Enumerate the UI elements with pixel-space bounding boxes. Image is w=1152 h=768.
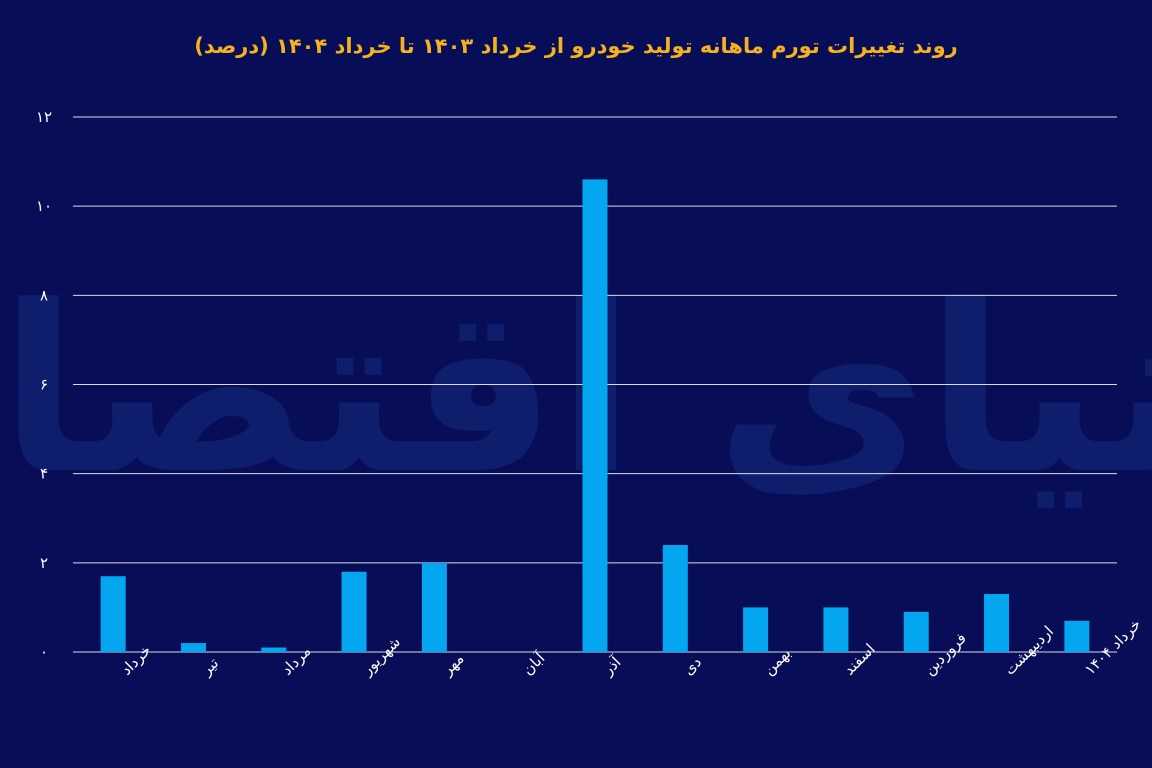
watermark-layer: دنیای اقتصاد (0, 258, 1152, 525)
y-tick-label: ۲ (40, 554, 48, 572)
bar (261, 647, 287, 652)
bar (100, 576, 126, 652)
bar (984, 594, 1010, 652)
y-tick-label: ۱۰ (36, 197, 52, 215)
bar (1064, 620, 1090, 652)
x-category-label: مهر (438, 650, 468, 680)
x-category-label: دی (679, 653, 705, 679)
bars (100, 179, 1090, 652)
y-tick-label: ۰ (40, 643, 48, 661)
bar (341, 571, 367, 652)
y-tick-label: ۶ (40, 376, 48, 394)
y-tick-label: ۸ (40, 286, 48, 304)
bar (743, 607, 769, 652)
bar (662, 545, 688, 652)
y-tick-label: ۴ (40, 465, 48, 483)
bar (823, 607, 849, 652)
y-tick-label: ۱۲ (36, 108, 52, 126)
x-category-label: آذر (598, 653, 625, 680)
x-category-label: آبان (519, 649, 549, 679)
bar (180, 643, 206, 652)
x-category-label: خرداد ۱۴۰۴ (1081, 615, 1145, 679)
chart-title: روند تغییرات تورم ماهانه تولید خودرو از … (194, 34, 958, 58)
y-axis-ticks: ۰ ۲ ۴ ۶ ۸ ۱۰ ۱۲ (36, 108, 52, 661)
watermark-logo: دنیای اقتصاد (0, 258, 1152, 525)
bar (582, 179, 608, 652)
bar (421, 562, 447, 652)
bar (903, 611, 929, 652)
x-category-label: تیر (197, 654, 222, 679)
